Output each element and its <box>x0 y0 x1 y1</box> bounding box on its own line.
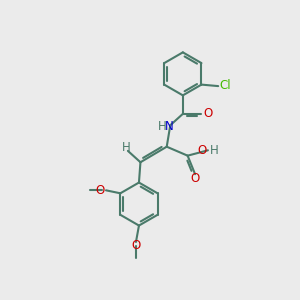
Text: O: O <box>95 184 104 197</box>
Text: O: O <box>131 239 141 252</box>
Text: Cl: Cl <box>219 79 231 92</box>
Text: O: O <box>190 172 200 185</box>
Text: O: O <box>197 144 207 157</box>
Text: O: O <box>203 107 212 120</box>
Text: H: H <box>158 120 166 133</box>
Text: H: H <box>210 144 219 157</box>
Text: H: H <box>122 141 130 154</box>
Text: N: N <box>164 120 173 133</box>
